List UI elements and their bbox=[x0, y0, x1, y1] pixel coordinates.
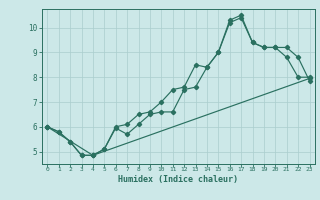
X-axis label: Humidex (Indice chaleur): Humidex (Indice chaleur) bbox=[118, 175, 238, 184]
